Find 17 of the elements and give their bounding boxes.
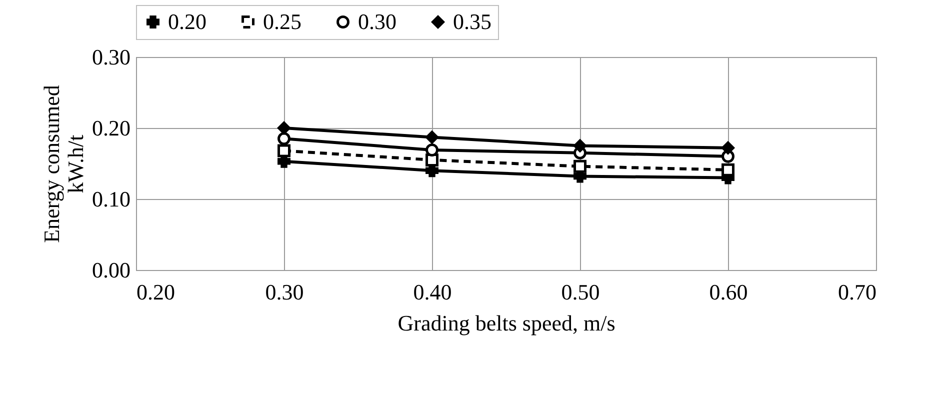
x-tick-label: 0.50	[561, 280, 600, 304]
y-tick-label: 0.30	[92, 44, 130, 70]
legend-label: 0.25	[263, 9, 302, 34]
legend-label: 0.20	[168, 9, 206, 34]
legend-label: 0.35	[453, 9, 492, 34]
text: Energy consumed	[39, 85, 64, 243]
y-tick-label: 0.20	[92, 116, 130, 140]
x-tick-label: 0.20	[136, 280, 175, 304]
x-tick-label: 0.60	[709, 280, 748, 304]
x-tick-label: 0.30	[265, 280, 304, 304]
text: kW.h/t	[63, 134, 88, 194]
x-tick-label: 0.40	[413, 280, 452, 304]
legend-label: 0.30	[358, 9, 396, 34]
y-tick-label: 0.00	[92, 258, 130, 282]
y-tick-label: 0.10	[92, 186, 130, 212]
x-tick-label: 0.70	[838, 280, 876, 304]
x-axis-title: Grading belts speed, m/s	[398, 310, 616, 336]
